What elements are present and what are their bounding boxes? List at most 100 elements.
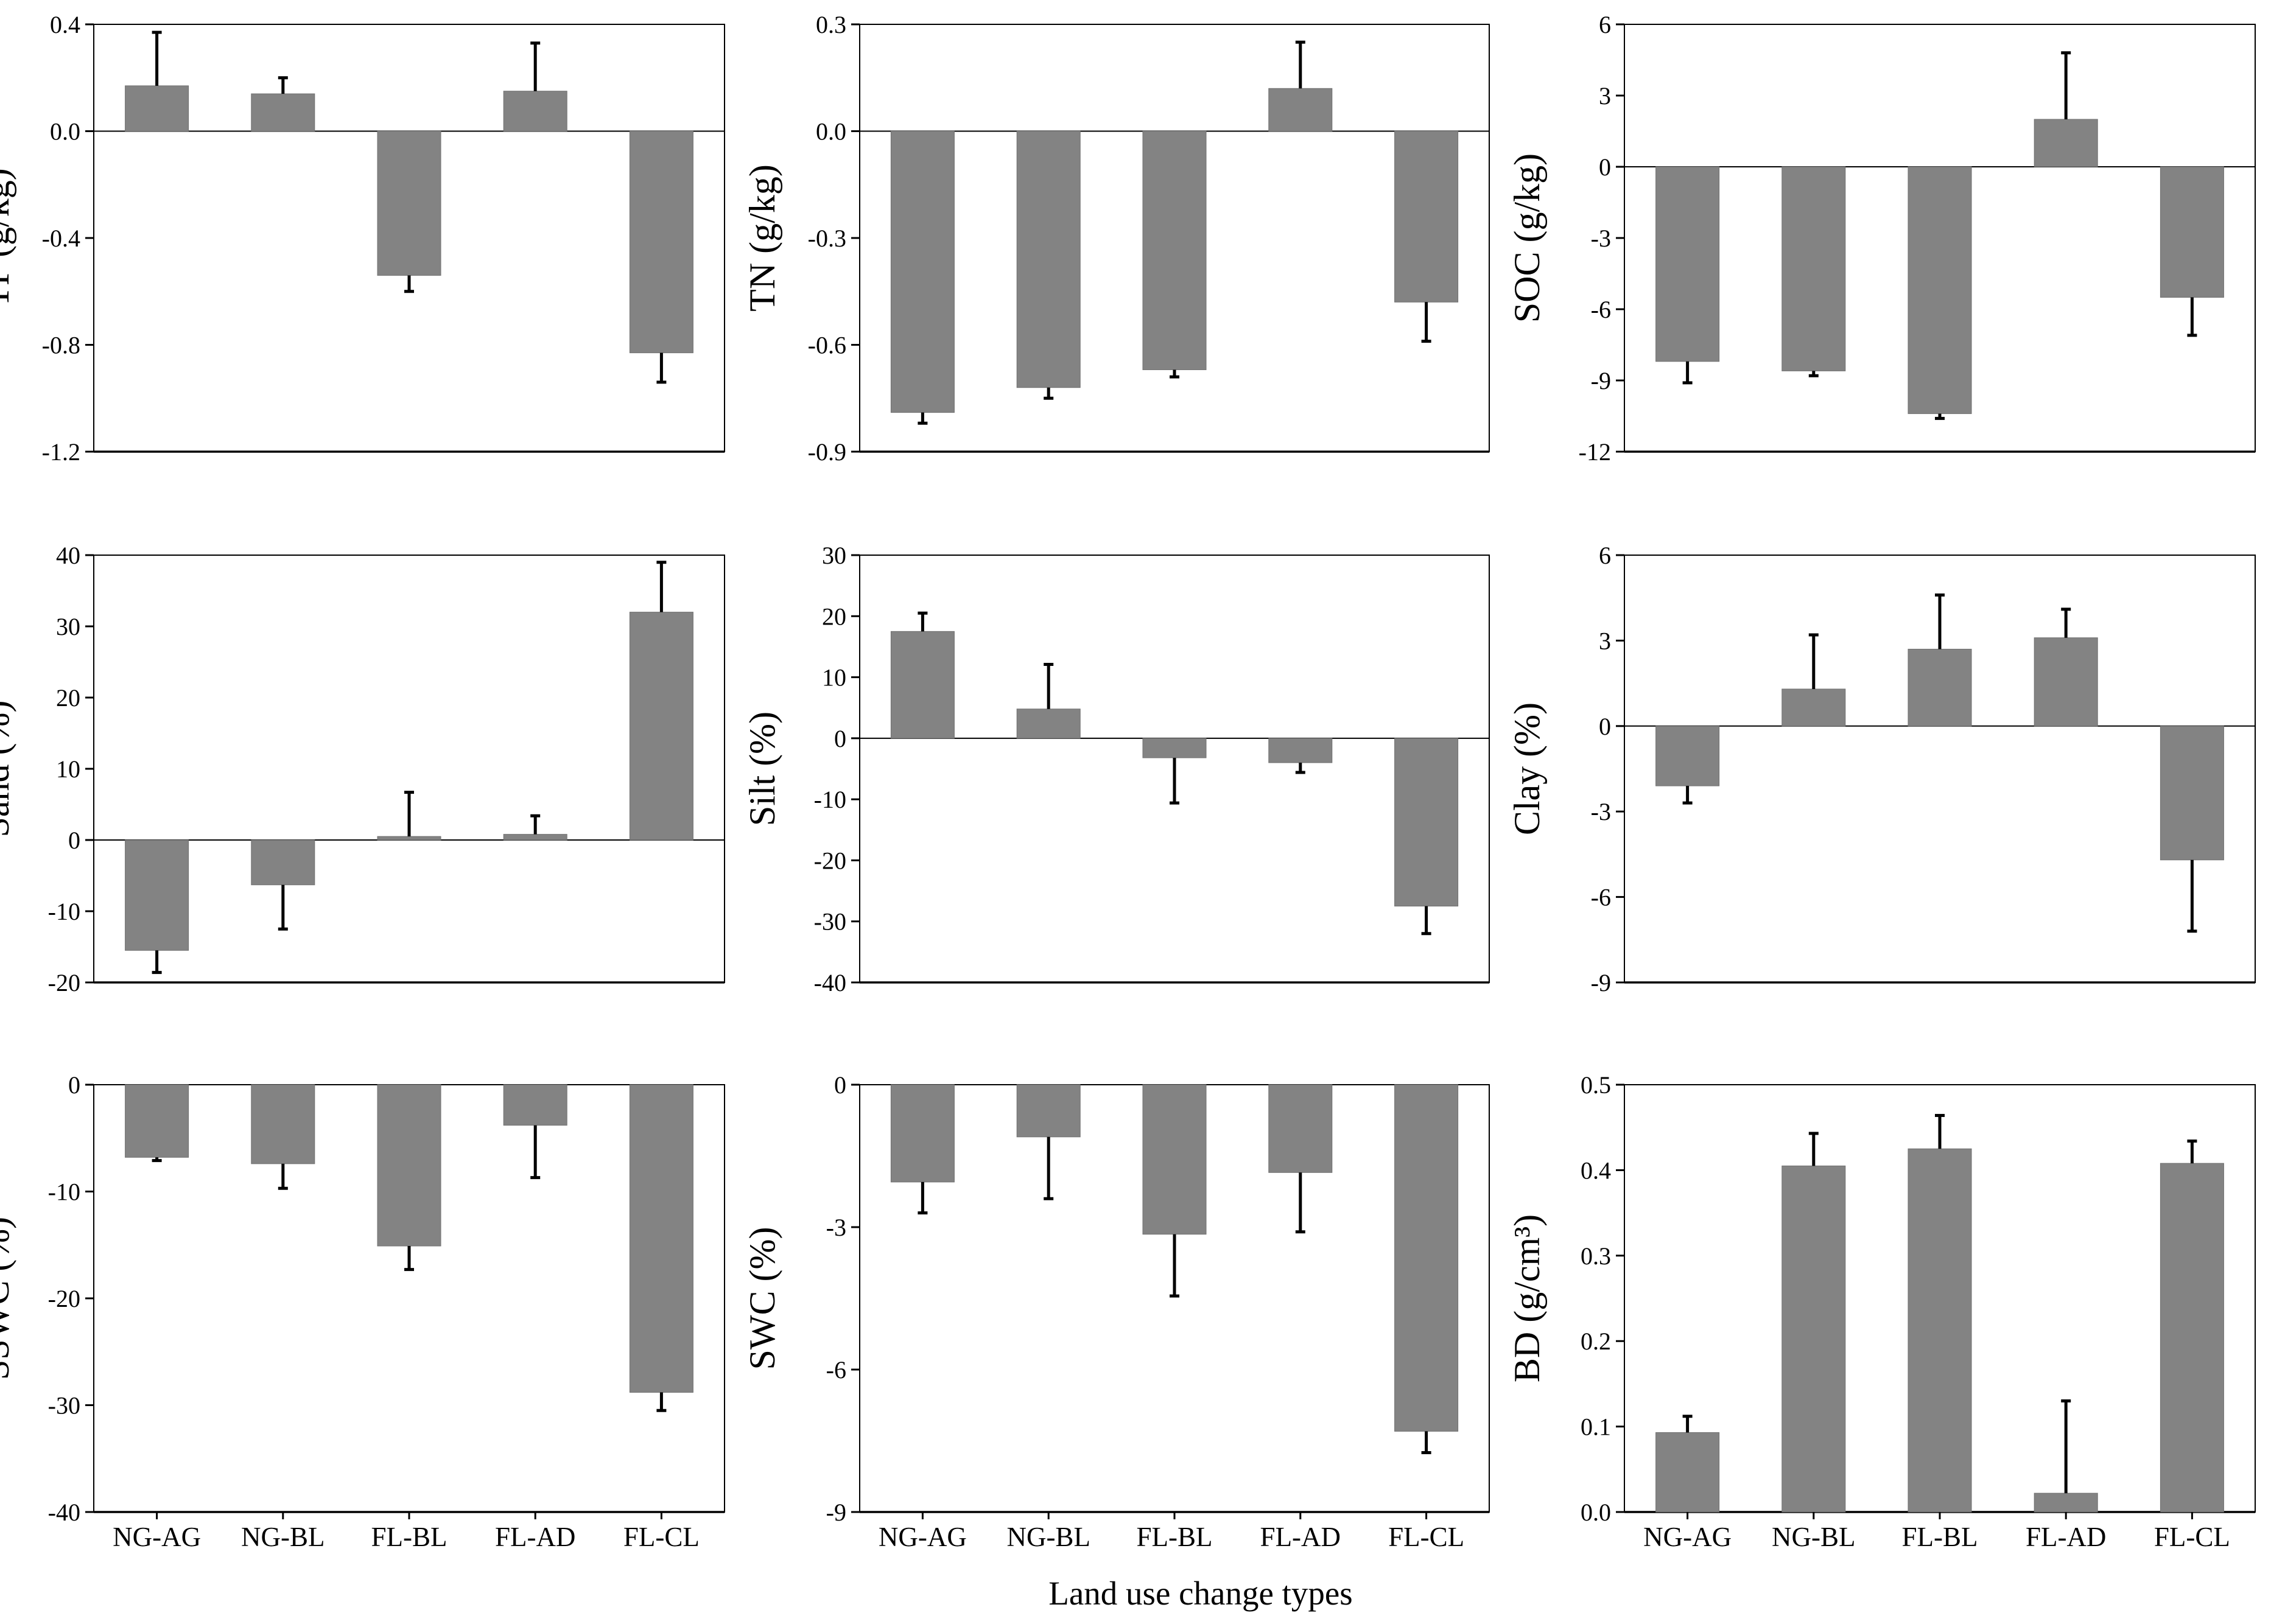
y-tick-label: 0 xyxy=(1599,153,1611,181)
y-tick-label: 0 xyxy=(68,1071,80,1099)
bar-cat-ng-bl xyxy=(1016,1084,1081,1138)
y-tick-label: 0.4 xyxy=(50,11,80,38)
bar-cat-ng-bl xyxy=(1016,709,1081,739)
y-axis-label: Sand (%) xyxy=(0,701,16,838)
bar-cat-fl-bl xyxy=(377,131,441,276)
y-tick-label: -30 xyxy=(48,1392,80,1419)
bar-cat-ng-ag xyxy=(1655,726,1720,786)
y-tick-label: 20 xyxy=(822,603,846,630)
panel-bd: 0.0 0.1 0.2 0.3 0.4 0.5 BD (g/cm³) NG-AG NG-BL FL… xyxy=(1507,1071,2256,1552)
x-tick-label-cat-fl-ad: FL-AD xyxy=(2026,1522,2107,1552)
y-tick-label: 30 xyxy=(822,542,846,569)
y-tick-label: 0.5 xyxy=(1581,1071,1611,1099)
bar-cat-fl-ad xyxy=(1268,738,1333,763)
bar-cat-fl-cl xyxy=(2160,166,2224,298)
y-tick-label: 40 xyxy=(56,542,80,569)
bar-cat-fl-cl xyxy=(2160,726,2224,861)
x-tick-label-cat-ng-bl: NG-BL xyxy=(241,1522,325,1552)
y-tick-label: -9 xyxy=(1591,367,1611,394)
y-tick-label: 3 xyxy=(1599,82,1611,110)
panel-soc: -12 -9 -6 -3 0 3 6 SOC (g/kg) xyxy=(1507,11,2256,466)
y-tick-label: -9 xyxy=(826,1499,846,1526)
y-tick-label: -40 xyxy=(48,1499,80,1526)
bar-cat-fl-cl xyxy=(1394,131,1459,303)
panel-clay: -9 -6 -3 0 3 6 Clay (%) xyxy=(1507,542,2256,996)
bar-cat-fl-bl xyxy=(377,1084,441,1247)
bar-cat-fl-bl xyxy=(1908,648,1972,727)
bar-cat-ng-ag xyxy=(125,839,189,951)
y-axis-label: TP (g/kg) xyxy=(0,168,16,307)
x-tick-label-cat-fl-cl: FL-CL xyxy=(623,1522,700,1552)
y-tick-label: 0 xyxy=(834,725,846,752)
bar-cat-fl-bl xyxy=(1142,131,1207,370)
x-tick-label-cat-ng-bl: NG-BL xyxy=(1772,1522,1855,1552)
bar-cat-fl-cl xyxy=(629,1084,693,1393)
y-tick-label: 0.0 xyxy=(1581,1499,1611,1526)
x-tick-label-cat-ng-ag: NG-AG xyxy=(879,1522,967,1552)
y-tick-label: -20 xyxy=(48,969,80,996)
y-tick-label: -0.6 xyxy=(808,332,846,359)
x-tick-label-cat-fl-bl: FL-BL xyxy=(371,1522,447,1552)
y-tick-label: -0.4 xyxy=(42,225,80,252)
bar-cat-fl-ad xyxy=(2034,1493,2098,1513)
bar-cat-ng-bl xyxy=(1781,1165,1846,1513)
x-tick-label-cat-fl-ad: FL-AD xyxy=(1260,1522,1341,1552)
bar-cat-fl-bl xyxy=(1908,1148,1972,1513)
bar-cat-fl-ad xyxy=(503,91,567,131)
bar-cat-ng-bl xyxy=(1781,688,1846,727)
y-tick-label: 0.3 xyxy=(816,11,846,38)
y-axis-label: TN (g/kg) xyxy=(742,164,782,312)
y-tick-label: -3 xyxy=(1591,798,1611,825)
y-tick-label: -30 xyxy=(814,908,846,936)
bar-cat-ng-ag xyxy=(890,131,955,413)
y-tick-label: -3 xyxy=(1591,225,1611,252)
y-axis-label: SWC (%) xyxy=(742,1227,782,1370)
y-tick-label: -0.8 xyxy=(42,332,80,359)
y-tick-label: 6 xyxy=(1599,542,1611,569)
y-tick-label: 0 xyxy=(834,1071,846,1099)
panel-tp: -1.2 -0.8 -0.4 0.0 0.4 TP (g/kg) xyxy=(0,11,725,466)
bar-cat-fl-bl xyxy=(377,836,441,841)
bar-cat-fl-cl xyxy=(629,612,693,841)
x-tick-label-cat-ng-ag: NG-AG xyxy=(1643,1522,1732,1552)
y-tick-label: -6 xyxy=(826,1356,846,1384)
y-tick-label: 30 xyxy=(56,613,80,640)
bar-cat-ng-ag xyxy=(125,85,189,132)
y-axis-label: Clay (%) xyxy=(1507,702,1547,835)
bar-cat-ng-bl xyxy=(251,839,315,886)
bar-cat-fl-cl xyxy=(1394,1084,1459,1432)
panel-sswc: -40 -30 -20 -10 0 SSWC (%) NG-AG NG-BL FL-BL FL-A… xyxy=(0,1071,725,1552)
y-tick-label: 0.0 xyxy=(816,118,846,145)
y-tick-label: 6 xyxy=(1599,11,1611,38)
y-tick-label: 3 xyxy=(1599,627,1611,654)
bar-cat-ng-ag xyxy=(1655,166,1720,362)
y-tick-label: 0.3 xyxy=(1581,1242,1611,1270)
x-tick-label-cat-fl-bl: FL-BL xyxy=(1136,1522,1212,1552)
y-tick-label: -10 xyxy=(48,898,80,925)
x-tick-label-cat-fl-cl: FL-CL xyxy=(1388,1522,1464,1552)
y-tick-label: 0.4 xyxy=(1581,1157,1611,1184)
bar-cat-fl-bl xyxy=(1908,166,1972,415)
bar-cat-ng-ag xyxy=(1655,1432,1720,1513)
y-axis-label: SSWC (%) xyxy=(0,1217,16,1380)
y-tick-label: 0 xyxy=(68,827,80,854)
bar-cat-fl-ad xyxy=(2034,637,2098,727)
y-tick-label: 0.2 xyxy=(1581,1328,1611,1355)
x-axis-label: Land use change types xyxy=(1048,1575,1352,1612)
y-axis-label: SOC (g/kg) xyxy=(1507,153,1547,323)
y-tick-label: 20 xyxy=(56,684,80,712)
x-tick-label-cat-fl-ad: FL-AD xyxy=(495,1522,576,1552)
y-tick-label: -10 xyxy=(814,786,846,813)
bar-cat-fl-ad xyxy=(1268,1084,1333,1173)
panel-sand: -20 -10 0 10 20 30 40 Sand (%) xyxy=(0,542,725,996)
bar-cat-fl-cl xyxy=(1394,738,1459,907)
bar-cat-fl-cl xyxy=(2160,1163,2224,1513)
bar-cat-fl-ad xyxy=(2034,119,2098,167)
y-tick-label: 10 xyxy=(56,755,80,783)
bar-cat-ng-ag xyxy=(890,631,955,739)
bar-cat-fl-ad xyxy=(1268,88,1333,131)
y-tick-label: -10 xyxy=(48,1178,80,1206)
panel-swc: -9 -6 -3 0 SWC (%) NG-AG NG-BL FL-BL FL-AD FL-CL xyxy=(742,1071,1490,1552)
y-tick-label: 0 xyxy=(1599,713,1611,740)
